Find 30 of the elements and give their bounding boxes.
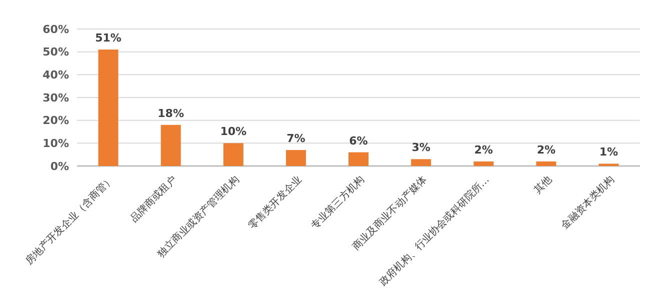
y-tick-label: 30% <box>42 91 69 104</box>
x-tick-label: 其他 <box>532 174 554 196</box>
y-tick-label: 50% <box>42 46 69 59</box>
data-label: 51% <box>95 32 122 45</box>
y-tick-label: 20% <box>42 114 69 128</box>
x-tick-label: 专业第三方机构 <box>308 174 367 232</box>
bar <box>286 150 306 166</box>
data-label: 10% <box>220 125 247 138</box>
data-label: 7% <box>286 132 306 146</box>
bar <box>474 161 494 166</box>
bar <box>223 143 244 166</box>
data-label: 3% <box>412 141 430 154</box>
bar <box>411 159 432 166</box>
bar <box>160 124 181 166</box>
y-tick-label: 40% <box>42 68 69 82</box>
bar <box>536 161 556 166</box>
y-tick-label: 10% <box>42 137 69 150</box>
data-label: 2% <box>536 143 556 156</box>
bar <box>348 152 368 166</box>
bar <box>98 50 118 166</box>
x-tick-label: 房地产开发企业（含商管） <box>23 174 116 267</box>
y-tick-label: 0% <box>50 160 69 173</box>
data-label: 18% <box>158 106 184 120</box>
data-label: 6% <box>349 134 368 148</box>
x-tick-label: 零售类开发企业 <box>246 174 304 232</box>
x-tick-label: 金融资本类机构 <box>558 174 617 232</box>
data-label: 1% <box>599 146 618 159</box>
y-tick-label: 60% <box>42 22 69 36</box>
data-label: 2% <box>474 143 493 156</box>
x-tick-label: 品牌商或租户 <box>128 174 179 225</box>
